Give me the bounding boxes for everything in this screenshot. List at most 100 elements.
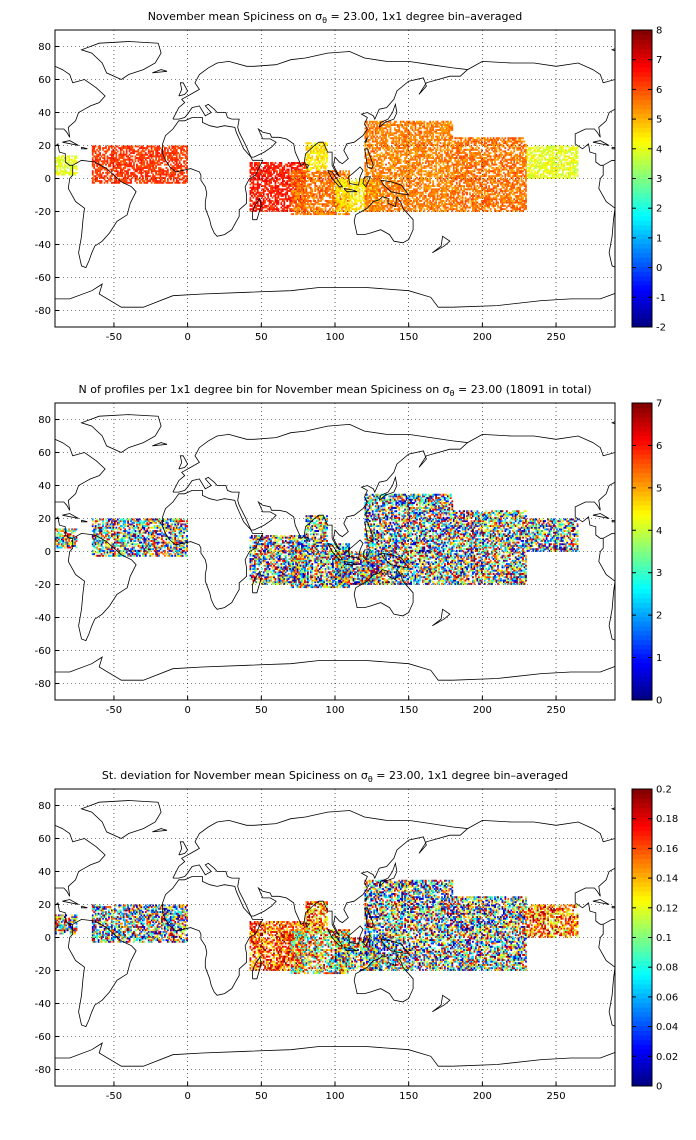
heatmap-cell bbox=[94, 150, 97, 153]
heatmap-cell bbox=[380, 155, 383, 158]
heatmap-cell bbox=[414, 166, 417, 169]
heatmap-cell bbox=[395, 137, 398, 140]
heatmap-cell bbox=[433, 152, 436, 155]
heatmap-cell bbox=[435, 209, 437, 212]
heatmap-cell bbox=[308, 196, 311, 199]
heatmap-cell bbox=[279, 178, 281, 181]
heatmap-cell bbox=[343, 171, 346, 174]
heatmap-cell bbox=[371, 204, 374, 207]
heatmap-cell bbox=[376, 208, 379, 211]
heatmap-cell bbox=[420, 163, 423, 166]
heatmap-cell bbox=[289, 190, 292, 192]
heatmap-cell bbox=[435, 166, 437, 169]
heatmap-cell bbox=[385, 127, 387, 130]
heatmap-cell bbox=[436, 125, 439, 128]
heatmap-cell bbox=[253, 195, 256, 197]
heatmap-cell bbox=[324, 142, 327, 145]
heatmap-cell bbox=[317, 178, 320, 181]
heatmap-cell bbox=[429, 180, 432, 183]
heatmap-cell bbox=[405, 203, 408, 206]
heatmap-cell bbox=[311, 176, 314, 179]
heatmap-cell bbox=[435, 130, 437, 133]
heatmap-cell bbox=[377, 191, 380, 194]
heatmap-cell bbox=[314, 148, 317, 151]
heatmap-cell bbox=[150, 178, 153, 181]
heatmap-cell bbox=[348, 213, 351, 216]
heatmap-cell bbox=[100, 176, 103, 179]
heatmap-cell bbox=[424, 127, 427, 130]
heatmap-cell bbox=[139, 152, 141, 155]
heatmap-cell bbox=[314, 163, 317, 166]
heatmap-cell bbox=[382, 206, 384, 209]
heatmap-cell bbox=[296, 166, 299, 169]
heatmap-cell bbox=[339, 178, 342, 181]
heatmap-cell bbox=[420, 145, 423, 148]
heatmap-cell bbox=[405, 125, 408, 128]
heatmap-cell bbox=[385, 181, 387, 184]
heatmap-cell bbox=[374, 206, 377, 209]
heatmap-cell bbox=[411, 129, 414, 131]
heatmap-cell bbox=[383, 171, 386, 174]
heatmap-cell bbox=[336, 181, 339, 184]
heatmap-cell bbox=[251, 162, 253, 164]
heatmap-cell bbox=[304, 173, 306, 176]
heatmap-cell bbox=[299, 199, 302, 202]
heatmap-cell bbox=[124, 147, 127, 150]
heatmap-cell bbox=[407, 185, 409, 188]
heatmap-cell bbox=[293, 199, 296, 202]
heatmap-cell bbox=[296, 175, 299, 178]
heatmap-cell bbox=[367, 186, 370, 189]
heatmap-cell bbox=[420, 124, 423, 126]
heatmap-cell bbox=[320, 166, 323, 169]
heatmap-cell bbox=[398, 150, 401, 153]
heatmap-cell bbox=[436, 129, 439, 131]
heatmap-cell bbox=[274, 166, 277, 169]
heatmap-cell bbox=[426, 201, 429, 204]
heatmap-cell bbox=[270, 181, 272, 184]
heatmap-cell bbox=[377, 203, 380, 206]
heatmap-cell bbox=[439, 199, 442, 202]
heatmap-cell bbox=[65, 171, 68, 174]
heatmap-cell bbox=[391, 203, 393, 206]
heatmap-cell bbox=[399, 162, 402, 164]
heatmap-cell bbox=[386, 153, 389, 156]
heatmap-cell bbox=[427, 155, 430, 158]
heatmap-cell bbox=[368, 158, 371, 161]
heatmap-cell bbox=[103, 153, 106, 156]
heatmap-cell bbox=[407, 148, 409, 151]
heatmap-cell bbox=[376, 198, 379, 201]
heatmap-cell bbox=[139, 170, 141, 173]
heatmap-cell bbox=[324, 190, 327, 192]
heatmap-cell bbox=[358, 206, 361, 209]
heatmap-cell bbox=[345, 201, 348, 204]
heatmap-cell bbox=[396, 160, 399, 163]
heatmap-cell bbox=[292, 171, 295, 174]
heatmap-cell bbox=[370, 166, 373, 169]
heatmap-cell bbox=[301, 168, 303, 171]
heatmap-cell bbox=[115, 173, 118, 176]
heatmap-cell bbox=[326, 153, 328, 156]
heatmap-cell bbox=[315, 157, 318, 159]
heatmap-cell bbox=[382, 175, 384, 178]
panel-title-subscript: θ bbox=[322, 16, 327, 25]
heatmap-cell bbox=[105, 163, 107, 166]
heatmap-cell bbox=[361, 198, 364, 201]
heatmap-cell bbox=[395, 157, 398, 159]
heatmap-cell bbox=[127, 163, 129, 166]
heatmap-cell bbox=[386, 186, 389, 189]
heatmap-cell bbox=[363, 181, 365, 184]
heatmap-cell bbox=[404, 157, 407, 159]
heatmap-cell bbox=[441, 199, 443, 202]
heatmap-cell bbox=[408, 120, 411, 123]
heatmap-cell bbox=[264, 180, 267, 183]
heatmap-cell bbox=[162, 153, 165, 156]
heatmap-cell bbox=[365, 204, 368, 207]
heatmap-cell bbox=[262, 199, 265, 202]
heatmap-cell bbox=[382, 145, 384, 148]
heatmap-cell bbox=[348, 208, 351, 211]
heatmap-cell bbox=[407, 160, 409, 163]
heatmap-cell bbox=[55, 171, 57, 174]
heatmap-cell bbox=[165, 173, 168, 176]
heatmap-cell bbox=[405, 173, 408, 176]
heatmap-cell bbox=[429, 157, 432, 159]
